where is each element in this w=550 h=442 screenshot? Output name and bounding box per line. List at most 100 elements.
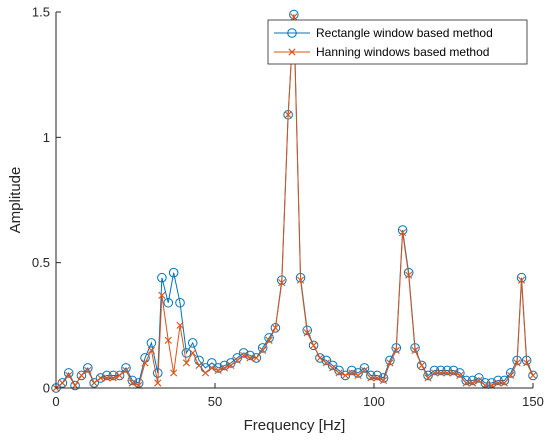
data-point-x bbox=[316, 354, 324, 362]
data-point-x bbox=[90, 379, 98, 387]
data-point-circle bbox=[270, 323, 281, 333]
data-point-x bbox=[322, 359, 330, 367]
data-point-circle bbox=[121, 363, 131, 373]
legend-item: Hanning windows based method bbox=[274, 45, 489, 59]
data-point-x bbox=[227, 361, 235, 370]
data-point-circle bbox=[187, 338, 198, 348]
data-point-x bbox=[96, 374, 105, 382]
series-hanning-window bbox=[52, 13, 537, 392]
legend-item: Rectangle window based method bbox=[274, 26, 493, 40]
data-point-circle bbox=[63, 368, 74, 378]
data-point-circle bbox=[157, 272, 167, 283]
data-point-x bbox=[373, 374, 381, 382]
data-point-circle bbox=[455, 368, 465, 378]
data-point-circle bbox=[528, 370, 538, 381]
data-point-x bbox=[122, 366, 130, 375]
data-point-x bbox=[164, 336, 172, 344]
data-point-x bbox=[201, 369, 210, 377]
y-axis-label: Amplitude bbox=[7, 167, 24, 234]
data-point-x bbox=[278, 279, 286, 287]
y-tick-label: 0.5 bbox=[32, 255, 50, 270]
data-point-x bbox=[523, 359, 531, 367]
data-point-x bbox=[109, 374, 117, 382]
data-point-x bbox=[468, 379, 477, 387]
data-point-x bbox=[84, 366, 92, 375]
legend-label: Hanning windows based method bbox=[316, 45, 489, 59]
data-point-x bbox=[252, 354, 260, 362]
data-point-x bbox=[341, 371, 349, 380]
data-point-circle bbox=[264, 333, 274, 343]
data-point-x bbox=[65, 371, 73, 380]
data-point-circle bbox=[505, 368, 516, 378]
data-point-x bbox=[77, 371, 86, 380]
x-axis-label: Frequency [Hz] bbox=[244, 417, 346, 434]
data-point-x bbox=[208, 364, 216, 372]
data-point-circle bbox=[76, 370, 87, 381]
data-point-x bbox=[158, 291, 166, 299]
data-point-circle bbox=[385, 355, 395, 366]
data-point-x bbox=[284, 111, 292, 119]
data-point-x bbox=[290, 13, 298, 21]
x-tick-label: 150 bbox=[522, 394, 544, 409]
data-point-circle bbox=[70, 380, 80, 391]
data-point-circle bbox=[308, 340, 319, 351]
data-point-x bbox=[513, 359, 521, 367]
data-point-x bbox=[494, 379, 502, 387]
data-point-x bbox=[195, 361, 203, 370]
data-point-x bbox=[116, 371, 124, 380]
data-point-circle bbox=[416, 360, 427, 371]
data-point-circle bbox=[133, 378, 144, 388]
y-tick-label: 0 bbox=[43, 381, 50, 396]
data-point-x bbox=[154, 379, 162, 387]
data-point-x bbox=[259, 346, 267, 354]
data-point-x bbox=[182, 359, 190, 367]
legend: Rectangle window based method Hanning win… bbox=[267, 19, 528, 65]
data-point-x bbox=[329, 364, 337, 372]
data-point-circle bbox=[302, 325, 313, 336]
data-point-circle bbox=[181, 348, 192, 358]
data-point-x bbox=[517, 276, 526, 284]
y-tick-label: 1.5 bbox=[32, 5, 50, 20]
data-point-x bbox=[475, 376, 483, 385]
data-point-x bbox=[367, 374, 375, 382]
data-point-circle bbox=[238, 348, 249, 358]
data-point-circle bbox=[168, 267, 179, 278]
data-point-circle bbox=[257, 343, 268, 353]
data-point-circle bbox=[474, 373, 484, 383]
x-tick-label: 100 bbox=[363, 394, 385, 409]
data-point-x bbox=[189, 349, 197, 357]
data-point-circle bbox=[213, 363, 223, 373]
x-tick-label: 50 bbox=[208, 394, 222, 409]
data-point-circle bbox=[175, 297, 185, 308]
data-point-x bbox=[507, 371, 515, 380]
data-point-x bbox=[500, 379, 508, 387]
data-point-circle bbox=[410, 343, 420, 353]
legend-marker-circle bbox=[287, 28, 297, 38]
y-tick-label: 1 bbox=[43, 130, 50, 145]
data-point-x bbox=[405, 271, 413, 279]
data-point-x bbox=[443, 369, 451, 377]
data-point-x bbox=[411, 346, 419, 354]
data-point-x bbox=[449, 369, 458, 377]
data-point-x bbox=[529, 371, 537, 380]
data-point-x bbox=[220, 364, 229, 372]
data-point-x bbox=[462, 379, 470, 387]
data-point-circle bbox=[378, 373, 389, 383]
data-point-x bbox=[309, 341, 318, 349]
data-point-circle bbox=[359, 363, 370, 373]
data-point-x bbox=[240, 351, 248, 360]
data-point-circle bbox=[89, 378, 99, 388]
data-point-x bbox=[296, 276, 305, 284]
data-point-x bbox=[386, 359, 394, 367]
series-layer bbox=[51, 9, 538, 393]
data-point-x bbox=[303, 329, 311, 337]
data-point-x bbox=[379, 376, 388, 385]
data-point-x bbox=[418, 361, 426, 370]
data-point-x bbox=[437, 369, 445, 377]
data-point-x bbox=[271, 324, 280, 332]
data-point-x bbox=[360, 366, 369, 375]
data-point-x bbox=[456, 371, 464, 380]
data-point-x bbox=[233, 356, 241, 365]
data-point-circle bbox=[146, 338, 157, 348]
legend-label: Rectangle window based method bbox=[316, 26, 493, 40]
